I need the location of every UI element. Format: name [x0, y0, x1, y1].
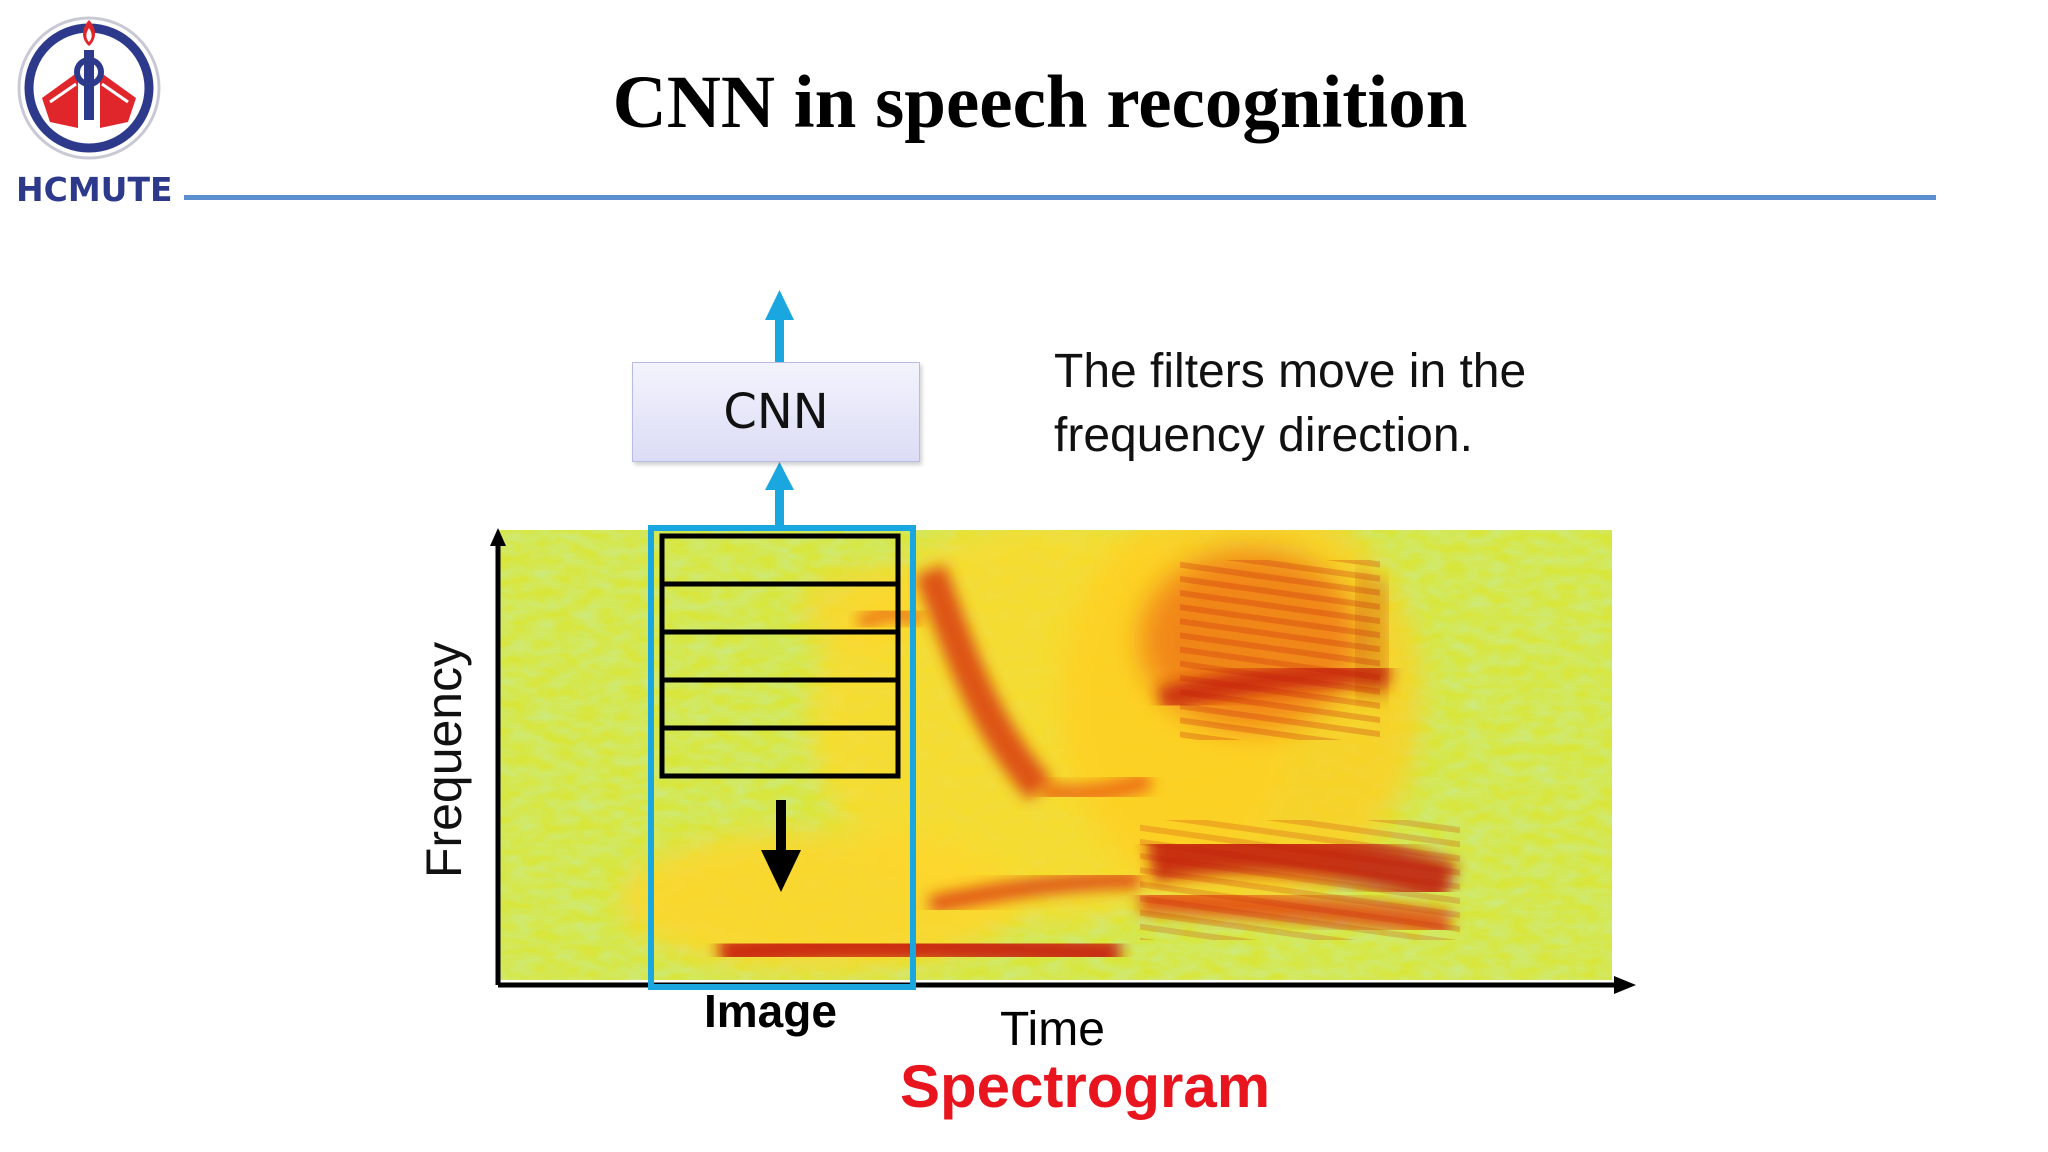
logo-text: HCMUTE: [16, 170, 173, 209]
cnn-block: CNN: [632, 362, 920, 462]
image-window-label: Image: [704, 985, 837, 1037]
title-divider: [184, 195, 1936, 200]
logo-emblem: [17, 16, 161, 160]
time-axis-arrowhead: [1614, 976, 1636, 994]
filter-note: The filters move in the frequency direct…: [1054, 340, 1674, 468]
filter-note-line-2: frequency direction.: [1054, 409, 1473, 462]
time-axis-label: Time: [1000, 1003, 1105, 1056]
spectrogram-image: [498, 530, 1612, 980]
filter-box: [659, 725, 901, 779]
arrow-up-icon: [765, 462, 794, 528]
filter-stack: [659, 533, 901, 779]
university-logo: HCMUTE: [14, 10, 174, 210]
spectrogram-caption: Spectrogram: [900, 1053, 1271, 1120]
frequency-axis-label: Frequency: [416, 641, 472, 879]
arrow-down-icon: [761, 800, 801, 892]
slide-title: CNN in speech recognition: [612, 61, 1468, 144]
output-arrow-up-icon: [765, 290, 794, 362]
frequency-axis-arrowhead: [490, 528, 506, 546]
filter-note-line-1: The filters move in the: [1054, 345, 1527, 398]
cnn-label: CNN: [723, 384, 829, 440]
